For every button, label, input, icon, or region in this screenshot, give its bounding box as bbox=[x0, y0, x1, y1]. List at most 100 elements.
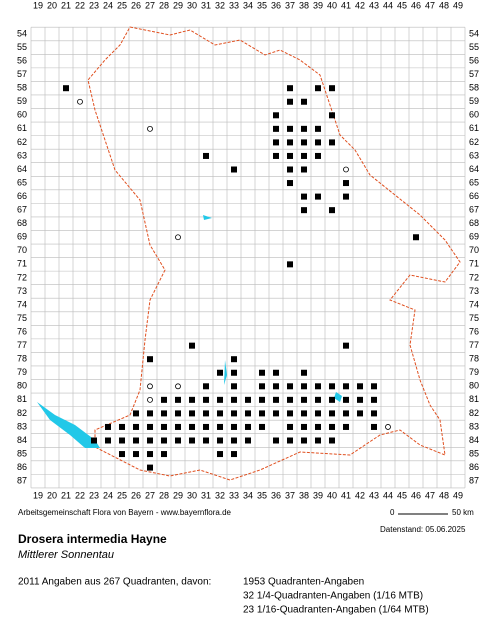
record-square bbox=[287, 423, 293, 430]
col-label: 48 bbox=[439, 490, 449, 500]
record-square bbox=[315, 193, 321, 200]
record-square bbox=[343, 423, 349, 430]
row-label: 62 bbox=[469, 137, 479, 147]
row-label: 67 bbox=[469, 205, 479, 215]
record-square bbox=[301, 193, 307, 200]
record-square bbox=[371, 396, 377, 403]
col-label: 30 bbox=[187, 490, 197, 500]
record-square bbox=[63, 85, 69, 92]
record-square bbox=[245, 423, 251, 430]
col-label: 49 bbox=[453, 490, 463, 500]
record-square bbox=[189, 423, 195, 430]
record-square bbox=[357, 396, 363, 403]
record-square bbox=[203, 152, 209, 159]
record-square bbox=[357, 410, 363, 417]
col-label: 29 bbox=[173, 490, 183, 500]
col-label: 28 bbox=[159, 490, 169, 500]
record-square bbox=[287, 98, 293, 105]
record-square bbox=[189, 396, 195, 403]
row-label: 63 bbox=[17, 150, 27, 160]
record-square bbox=[329, 139, 335, 146]
col-label: 26 bbox=[131, 490, 141, 500]
record-square bbox=[273, 437, 279, 444]
record-square bbox=[217, 369, 223, 376]
col-label: 38 bbox=[299, 490, 309, 500]
record-square bbox=[217, 410, 223, 417]
record-square bbox=[231, 451, 237, 458]
record-square bbox=[315, 437, 321, 444]
row-label: 68 bbox=[17, 218, 27, 228]
record-square bbox=[329, 383, 335, 390]
record-square bbox=[217, 423, 223, 430]
record-square bbox=[287, 166, 293, 173]
row-label: 78 bbox=[469, 354, 479, 364]
record-square bbox=[217, 451, 223, 458]
record-square bbox=[245, 396, 251, 403]
col-label: 43 bbox=[369, 0, 379, 10]
record-square bbox=[189, 410, 195, 417]
col-label: 42 bbox=[355, 490, 365, 500]
col-label: 49 bbox=[453, 0, 463, 10]
record-square bbox=[231, 356, 237, 363]
col-label: 33 bbox=[229, 490, 239, 500]
row-label: 77 bbox=[469, 340, 479, 350]
record-square bbox=[329, 112, 335, 119]
record-square bbox=[161, 423, 167, 430]
col-label: 40 bbox=[327, 490, 337, 500]
record-square bbox=[231, 166, 237, 173]
record-square bbox=[245, 410, 251, 417]
record-square bbox=[147, 423, 153, 430]
row-label: 67 bbox=[17, 205, 27, 215]
record-square bbox=[119, 423, 125, 430]
record-square bbox=[245, 437, 251, 444]
record-square bbox=[133, 410, 139, 417]
col-label: 20 bbox=[47, 490, 57, 500]
record-square bbox=[329, 437, 335, 444]
row-label: 59 bbox=[469, 96, 479, 106]
count: 32 1/4-Quadranten-Angaben (1/16 MTB) bbox=[243, 591, 423, 602]
row-label: 75 bbox=[17, 313, 27, 323]
record-square bbox=[147, 451, 153, 458]
record-square bbox=[343, 193, 349, 200]
row-label: 61 bbox=[469, 123, 479, 133]
record-square bbox=[175, 423, 181, 430]
record-square bbox=[161, 437, 167, 444]
col-label: 32 bbox=[215, 0, 225, 10]
row-label: 61 bbox=[17, 123, 27, 133]
row-label: 74 bbox=[469, 299, 479, 309]
col-label: 35 bbox=[257, 0, 267, 10]
col-label: 44 bbox=[383, 0, 393, 10]
row-label: 58 bbox=[17, 83, 27, 93]
record-square bbox=[315, 423, 321, 430]
record-square bbox=[231, 396, 237, 403]
record-square bbox=[231, 410, 237, 417]
col-label: 29 bbox=[173, 0, 183, 10]
record-square bbox=[371, 423, 377, 430]
record-square bbox=[287, 437, 293, 444]
row-label: 68 bbox=[469, 218, 479, 228]
row-label: 60 bbox=[469, 110, 479, 120]
col-label: 33 bbox=[229, 0, 239, 10]
record-square bbox=[147, 356, 153, 363]
count: 1953 Quadranten-Angaben bbox=[243, 577, 364, 588]
record-square bbox=[329, 396, 335, 403]
record-square bbox=[357, 383, 363, 390]
record-square bbox=[119, 437, 125, 444]
record-square bbox=[161, 410, 167, 417]
col-label: 27 bbox=[145, 490, 155, 500]
row-label: 73 bbox=[469, 286, 479, 296]
record-square bbox=[133, 423, 139, 430]
col-label: 44 bbox=[383, 490, 393, 500]
record-square bbox=[161, 396, 167, 403]
record-square bbox=[133, 451, 139, 458]
record-square bbox=[147, 464, 153, 471]
record-square bbox=[259, 410, 265, 417]
col-label: 46 bbox=[411, 490, 421, 500]
record-square bbox=[189, 437, 195, 444]
record-circle bbox=[175, 234, 181, 241]
col-label: 48 bbox=[439, 0, 449, 10]
row-label: 64 bbox=[17, 164, 27, 174]
record-square bbox=[287, 383, 293, 390]
